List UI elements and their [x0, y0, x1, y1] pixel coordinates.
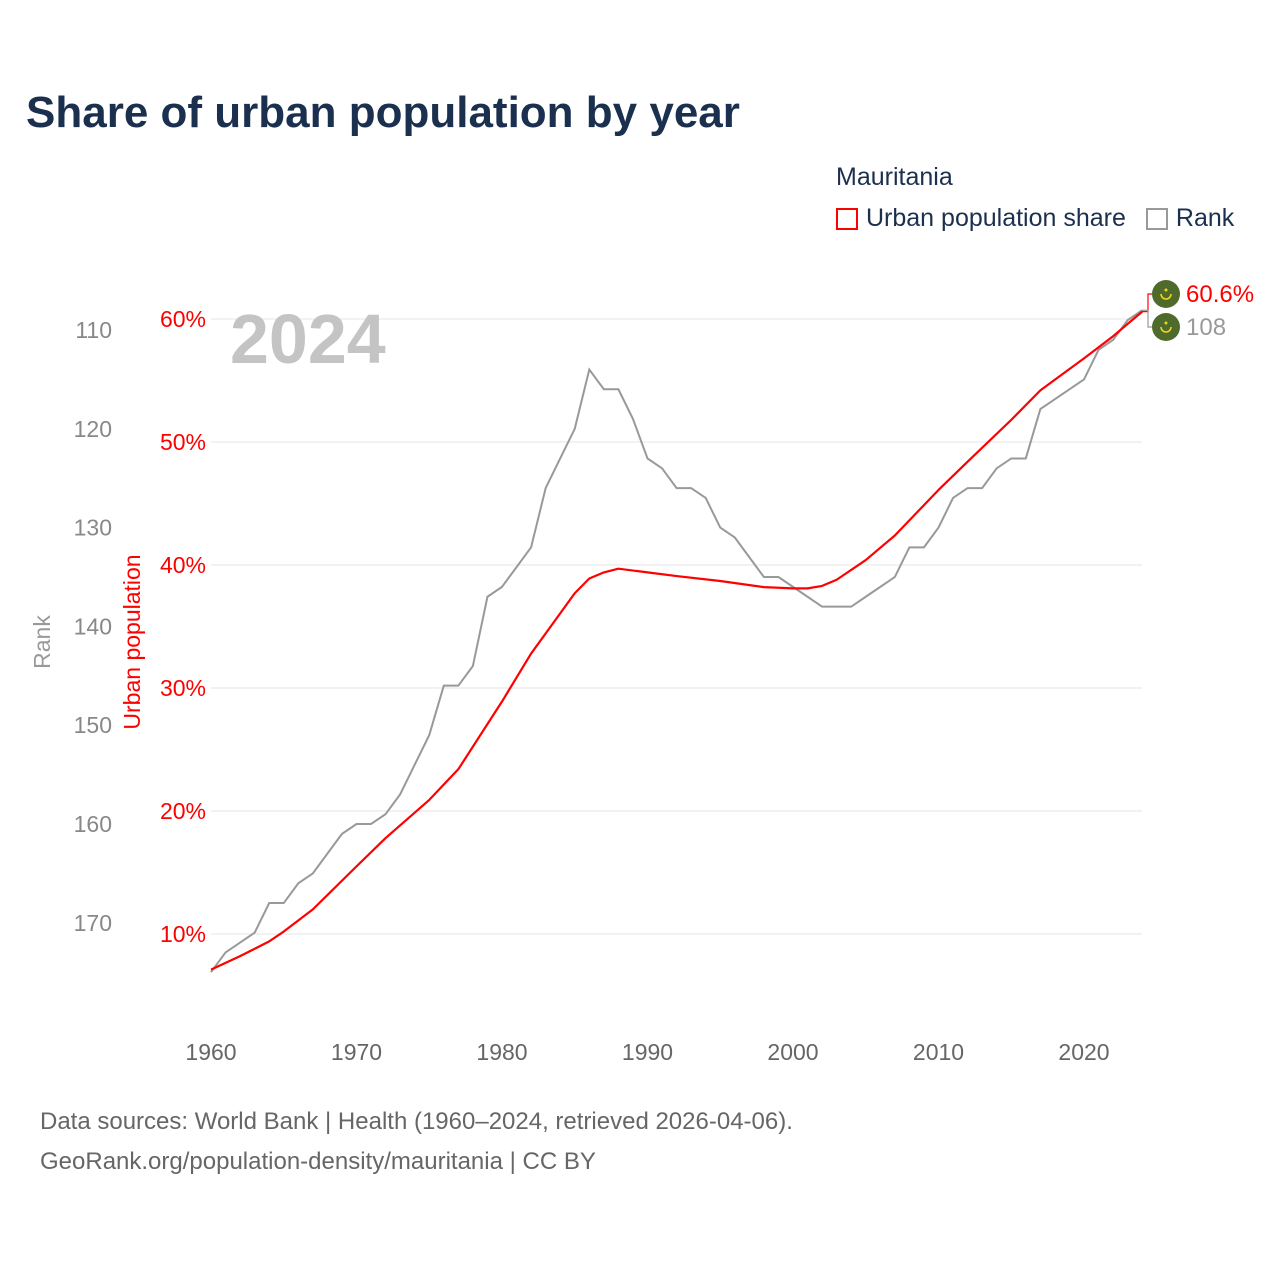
rank-axis-label: Rank [29, 615, 55, 669]
share-tick-label: 40% [160, 552, 206, 578]
share-flag-icon [1152, 280, 1180, 308]
legend-swatch-share[interactable] [836, 207, 858, 230]
rank-tick-label: 140 [74, 613, 112, 639]
x-tick-label: 1960 [185, 1039, 236, 1065]
x-tick-label: 2000 [767, 1039, 818, 1065]
rank-tick-label: 150 [74, 712, 112, 738]
legend-label-share[interactable]: Urban population share [866, 204, 1126, 232]
footer-sources: Data sources: World Bank | Health (1960–… [40, 1108, 793, 1135]
rank-tick-label: 130 [74, 515, 112, 541]
rank-end-label: 108 [1186, 314, 1226, 341]
share-crescent-icon [1160, 293, 1172, 300]
x-tick-label: 1980 [476, 1039, 527, 1065]
share-end-label: 60.6% [1186, 281, 1254, 308]
share-tick-label: 10% [160, 921, 206, 947]
legend-title: Mauritania [836, 163, 953, 191]
share-tick-label: 60% [160, 306, 206, 332]
share-tick-label: 30% [160, 675, 206, 701]
x-tick-label: 1970 [331, 1039, 382, 1065]
rank-crescent-icon [1160, 326, 1172, 333]
rank-tick-label: 160 [74, 811, 112, 837]
footer-link[interactable]: GeoRank.org/population-density/mauritani… [40, 1148, 596, 1175]
share-end-connector [1142, 293, 1152, 313]
x-tick-label: 1990 [622, 1039, 673, 1065]
rank-end-connector [1142, 309, 1152, 328]
share-star-icon [1164, 288, 1168, 292]
rank-tick-label: 120 [74, 416, 112, 442]
legend-label-rank[interactable]: Rank [1175, 204, 1235, 232]
legend: Urban population share Rank [836, 204, 1234, 233]
share-axis-label: Urban population [119, 554, 145, 729]
rank-flag-icon [1152, 313, 1180, 341]
x-tick-label: 2020 [1058, 1039, 1109, 1065]
share-line [210, 310, 1143, 971]
share-tick-label: 20% [160, 798, 206, 824]
rank-line [210, 309, 1143, 973]
rank-tick-label: 170 [74, 910, 112, 936]
rank-tick-label: 110 [75, 317, 112, 343]
x-tick-label: 2010 [913, 1039, 964, 1065]
rank-star-icon [1164, 321, 1168, 325]
chart-title: Share of urban population by year [26, 88, 740, 137]
year-watermark: 2024 [230, 300, 386, 378]
share-tick-label: 50% [160, 429, 206, 455]
legend-swatch-rank[interactable] [1145, 207, 1168, 230]
